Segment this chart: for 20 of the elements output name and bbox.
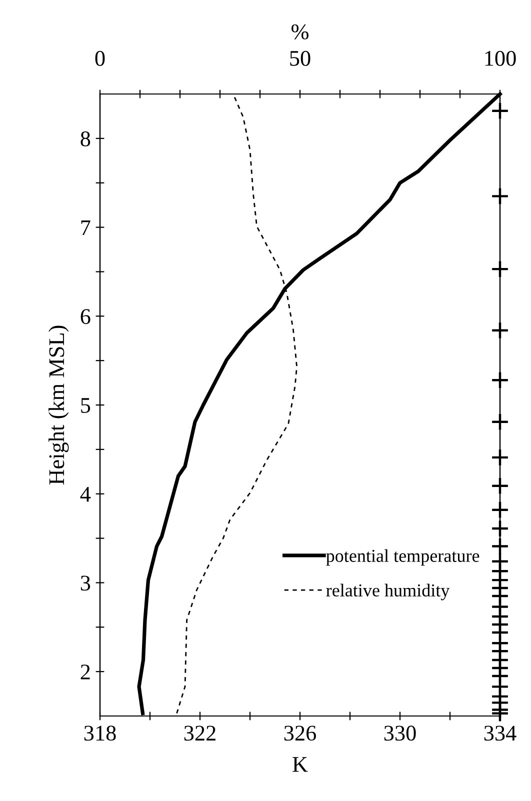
x2-tick-label: 100 [485,50,516,66]
y-tick-label: 6 [80,309,90,324]
x-tick-label: 334 [484,726,516,741]
y-tick-label: 7 [81,220,90,235]
y-tick-label: 4 [80,486,91,502]
x-tick-label: 322 [184,726,216,741]
x2-tick-label: 0 [95,50,105,66]
y-tick-label: 5 [81,398,90,413]
y-tick-label: 8 [80,131,90,146]
legend-label: potential temperature [326,549,480,566]
y-axis-title: Height (km MSL) [48,326,69,485]
x-tick-label: 330 [384,726,416,741]
x2-axis-title: % [292,24,308,40]
x-tick-label: 326 [284,726,316,741]
x-tick-label: 318 [84,726,116,741]
legend-label: relative humidity [326,584,450,600]
y-tick-label: 2 [80,664,90,680]
x2-tick-label: 50 [290,50,310,66]
x-axis-title: K [292,757,308,772]
y-tick-label: 3 [80,576,90,591]
